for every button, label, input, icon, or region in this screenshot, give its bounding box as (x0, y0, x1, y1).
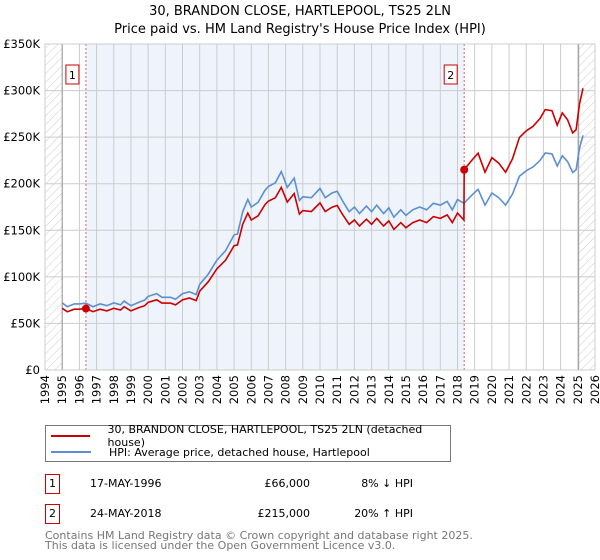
sale-hpi-diff: 8% ↓ HPI (361, 477, 413, 490)
sale-point (460, 165, 469, 174)
series-line-property (61, 88, 584, 313)
legend-item-property: 30, BRANDON CLOSE, HARTLEPOOL, TS25 2LN … (46, 423, 450, 449)
legend-item-hpi: HPI: Average price, detached house, Hart… (46, 444, 370, 460)
legend-label-property: 30, BRANDON CLOSE, HARTLEPOOL, TS25 2LN … (107, 423, 423, 449)
series-line-hpi (61, 135, 584, 308)
x-tick-label: 2021 (502, 375, 516, 404)
x-tick-label: 2004 (210, 375, 224, 404)
x-tick-label: 2003 (193, 375, 207, 404)
x-tick-label: 1997 (90, 375, 104, 404)
x-tick-label: 1998 (107, 375, 121, 404)
x-tick-label: 2008 (279, 375, 293, 404)
y-tick-label: £350K (3, 37, 40, 51)
x-tick-label: 2022 (519, 375, 533, 404)
x-tick-label: 2009 (296, 375, 310, 404)
y-tick-label: £150K (3, 223, 40, 237)
chart-subtitle: Price paid vs. HM Land Registry's House … (114, 22, 486, 37)
hatched-region-before (45, 44, 63, 370)
x-tick-label: 1999 (124, 375, 138, 404)
x-tick-label: 2006 (244, 375, 258, 404)
hatched-region-after (578, 44, 595, 370)
sale-marker-number: 2 (447, 69, 454, 82)
x-tick-label: 2020 (485, 375, 499, 404)
legend-swatch-hpi (51, 451, 91, 453)
sale-point (81, 304, 90, 313)
legend-label-hpi: HPI: Average price, detached house, Hart… (109, 445, 370, 459)
x-tick-label: 2015 (399, 375, 413, 404)
y-tick-label: £250K (3, 130, 40, 144)
x-tick-label: 2017 (433, 375, 447, 404)
x-tick-label: 2024 (554, 375, 568, 404)
x-tick-label: 2010 (313, 375, 327, 404)
sale-marker-number: 1 (69, 69, 76, 82)
sale-marker-badge: 2 (45, 504, 60, 524)
price-chart: 1994 1995 1996 1997 1998 1999 2000 2001 2002 2003… (3, 37, 600, 404)
x-tick-label: 2025 (571, 375, 585, 404)
x-tick-label: 2001 (158, 375, 172, 404)
plot-border (44, 43, 596, 371)
x-tick-label: 2019 (468, 375, 482, 404)
y-tick-label: £0 (25, 363, 40, 377)
sale-date: 24-MAY-2018 (90, 507, 162, 520)
x-tick-label: 2018 (451, 375, 465, 404)
x-tick-label: 2014 (382, 375, 396, 404)
y-tick-label: £50K (11, 316, 41, 330)
x-tick-label: 1996 (72, 375, 86, 404)
chart-title: 30, BRANDON CLOSE, HARTLEPOOL, TS25 2LN (149, 4, 451, 19)
sale-marker-badge (65, 64, 80, 85)
sale-row: 1 17-MAY-1996 £66,000 8% ↓ HPI (45, 474, 445, 494)
sale-price: £215,000 (257, 507, 311, 520)
footer-copyright: Contains HM Land Registry data © Crown c… (45, 529, 473, 542)
x-tick-label: 2011 (330, 375, 344, 404)
x-tick-label: 2013 (365, 375, 379, 404)
x-tick-label: 2026 (588, 375, 600, 404)
ownership-period-shade (85, 44, 465, 370)
x-tick-label: 2016 (416, 375, 430, 404)
sale-price: £66,000 (264, 477, 311, 490)
legend: 30, BRANDON CLOSE, HARTLEPOOL, TS25 2LN … (45, 423, 451, 462)
x-tick-label: 2007 (261, 375, 275, 404)
x-tick-label: 2000 (141, 375, 155, 404)
sale-marker-badge (443, 64, 458, 85)
legend-swatch-property (51, 435, 90, 437)
x-tick-label: 2023 (536, 375, 550, 404)
x-tick-label: 2002 (176, 375, 190, 404)
sale-row: 2 24-MAY-2018 £215,000 20% ↑ HPI (45, 504, 445, 524)
x-tick-label: 1995 (55, 375, 69, 404)
y-tick-label: £300K (3, 84, 40, 98)
sale-marker-badge: 1 (45, 474, 60, 494)
y-tick-label: £200K (3, 177, 40, 191)
x-tick-label: 2012 (347, 375, 361, 404)
x-tick-label: 1994 (38, 375, 52, 404)
x-tick-label: 2005 (227, 375, 241, 404)
sale-hpi-diff: 20% ↑ HPI (354, 507, 413, 520)
y-tick-label: £100K (3, 270, 40, 284)
footer-licence: This data is licensed under the Open Gov… (45, 539, 396, 552)
sale-date: 17-MAY-1996 (90, 477, 162, 490)
